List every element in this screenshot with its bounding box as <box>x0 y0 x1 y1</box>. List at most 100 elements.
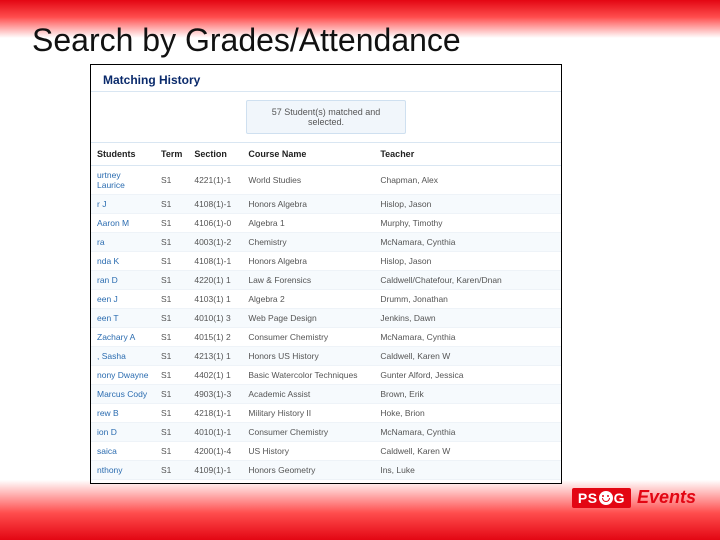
cell-student[interactable]: ion D <box>91 423 155 442</box>
table-row[interactable]: een TS14010(1) 3Web Page DesignJenkins, … <box>91 309 561 328</box>
col-students[interactable]: Students <box>91 143 155 166</box>
cell-section: 4500(1)-1 <box>188 480 242 485</box>
cell-teacher: Hoke, Brion <box>374 404 561 423</box>
student-link[interactable]: ra <box>97 237 105 247</box>
cell-term: S1 <box>155 442 188 461</box>
table-row[interactable]: rew BS14218(1)-1Military History IIHoke,… <box>91 404 561 423</box>
cell-student[interactable]: een J <box>91 290 155 309</box>
cell-teacher: McNamara, Cynthia <box>374 423 561 442</box>
table-row[interactable]: nthonyS14109(1)-1Honors GeometryIns, Luk… <box>91 461 561 480</box>
cell-term: S1 <box>155 214 188 233</box>
cell-teacher: Caldwell/Chatefour, Karen/Dnan <box>374 271 561 290</box>
cell-student[interactable]: ran D <box>91 271 155 290</box>
cell-student[interactable]: , Sasha <box>91 347 155 366</box>
cell-term: S1 <box>155 404 188 423</box>
cell-student[interactable]: een T <box>91 309 155 328</box>
cell-student[interactable]: Aaron M <box>91 214 155 233</box>
cell-section: 4103(1) 1 <box>188 290 242 309</box>
cell-term: S1 <box>155 385 188 404</box>
cell-course: Web Page Design <box>242 480 374 485</box>
cell-student[interactable]: r J <box>91 195 155 214</box>
cell-term: S1 <box>155 309 188 328</box>
student-link[interactable]: een T <box>97 313 119 323</box>
cell-section: 4003(1)-2 <box>188 233 242 252</box>
col-course[interactable]: Course Name <box>242 143 374 166</box>
cell-student[interactable]: rew B <box>91 404 155 423</box>
cell-teacher: McNamara, Cynthia <box>374 328 561 347</box>
cell-student[interactable]: ra <box>91 233 155 252</box>
page-title: Search by Grades/Attendance <box>32 22 461 59</box>
table-row[interactable]: saicaS14200(1)-4US HistoryCaldwell, Kare… <box>91 442 561 461</box>
student-link[interactable]: r J <box>97 199 106 209</box>
cell-student[interactable]: exander K <box>91 480 155 485</box>
cell-student[interactable]: saica <box>91 442 155 461</box>
table-row[interactable]: een J S14103(1) 1Algebra 2Drumm, Jonathan <box>91 290 561 309</box>
cell-teacher: Chapman, Alex <box>374 166 561 195</box>
logo-g: G <box>614 490 625 506</box>
cell-term: S1 <box>155 347 188 366</box>
table-row[interactable]: , SashaS14213(1) 1Honors US HistoryCaldw… <box>91 347 561 366</box>
cell-course: US History <box>242 442 374 461</box>
student-link[interactable]: urtney Laurice <box>97 170 125 190</box>
table-row[interactable]: nda KS14108(1)-1Honors AlgebraHislop, Ja… <box>91 252 561 271</box>
cell-student[interactable]: Zachary A <box>91 328 155 347</box>
cell-course: Academic Assist <box>242 385 374 404</box>
cell-section: 4108(1)-1 <box>188 252 242 271</box>
cell-term: S1 <box>155 195 188 214</box>
cell-course: Consumer Chemistry <box>242 423 374 442</box>
cell-teacher: Caldwell, Karen W <box>374 347 561 366</box>
student-link[interactable]: een J <box>97 294 118 304</box>
cell-term: S1 <box>155 166 188 195</box>
cell-term: S1 <box>155 423 188 442</box>
student-link[interactable]: Zachary A <box>97 332 135 342</box>
cell-term: S1 <box>155 290 188 309</box>
cell-section: 4903(1)-3 <box>188 385 242 404</box>
table-row[interactable]: nony DwayneS14402(1) 1Basic Watercolor T… <box>91 366 561 385</box>
cell-course: Consumer Chemistry <box>242 328 374 347</box>
student-link[interactable]: nony Dwayne <box>97 370 149 380</box>
student-link[interactable]: ran D <box>97 275 118 285</box>
psug-badge: PS G <box>572 488 631 508</box>
student-link[interactable]: Marcus Cody <box>97 389 147 399</box>
student-link[interactable]: nda K <box>97 256 119 266</box>
student-link[interactable]: , Sasha <box>97 351 126 361</box>
table-row[interactable]: r JS14108(1)-1Honors AlgebraHislop, Jaso… <box>91 195 561 214</box>
col-term[interactable]: Term <box>155 143 188 166</box>
col-section[interactable]: Section <box>188 143 242 166</box>
cell-teacher: Hislop, Jason <box>374 195 561 214</box>
match-count-banner: 57 Student(s) matched and selected. <box>246 100 406 134</box>
cell-term: S1 <box>155 480 188 485</box>
table-row[interactable]: exander KS14500(1)-1Web Page DesignJenki… <box>91 480 561 485</box>
table-row[interactable]: ran DS14220(1) 1Law & ForensicsCaldwell/… <box>91 271 561 290</box>
cell-teacher: Ins, Luke <box>374 461 561 480</box>
cell-teacher: Jenkins, Dawn <box>374 480 561 485</box>
cell-student[interactable]: nda K <box>91 252 155 271</box>
student-link[interactable]: Aaron M <box>97 218 129 228</box>
cell-term: S1 <box>155 233 188 252</box>
cell-course: Honors US History <box>242 347 374 366</box>
results-panel: Matching History 57 Student(s) matched a… <box>90 64 562 484</box>
cell-section: 4109(1)-1 <box>188 461 242 480</box>
cell-section: 4220(1) 1 <box>188 271 242 290</box>
cell-teacher: Drumm, Jonathan <box>374 290 561 309</box>
cell-term: S1 <box>155 271 188 290</box>
student-link[interactable]: nthony <box>97 465 123 475</box>
student-link[interactable]: rew B <box>97 408 119 418</box>
table-row[interactable]: Aaron MS14106(1)-0Algebra 1Murphy, Timot… <box>91 214 561 233</box>
cell-student[interactable]: Marcus Cody <box>91 385 155 404</box>
student-link[interactable]: saica <box>97 446 117 456</box>
logo-events: Events <box>637 487 696 508</box>
col-teacher[interactable]: Teacher <box>374 143 561 166</box>
cell-student[interactable]: nony Dwayne <box>91 366 155 385</box>
table-row[interactable]: urtney LauriceS14221(1)-1World StudiesCh… <box>91 166 561 195</box>
cell-course: Algebra 2 <box>242 290 374 309</box>
cell-term: S1 <box>155 366 188 385</box>
cell-course: Honors Geometry <box>242 461 374 480</box>
table-row[interactable]: ion DS14010(1)-1Consumer ChemistryMcNama… <box>91 423 561 442</box>
cell-student[interactable]: nthony <box>91 461 155 480</box>
table-row[interactable]: Zachary AS14015(1) 2Consumer ChemistryMc… <box>91 328 561 347</box>
cell-student[interactable]: urtney Laurice <box>91 166 155 195</box>
student-link[interactable]: ion D <box>97 427 117 437</box>
table-row[interactable]: raS14003(1)-2ChemistryMcNamara, Cynthia <box>91 233 561 252</box>
table-row[interactable]: Marcus CodyS14903(1)-3Academic AssistBro… <box>91 385 561 404</box>
